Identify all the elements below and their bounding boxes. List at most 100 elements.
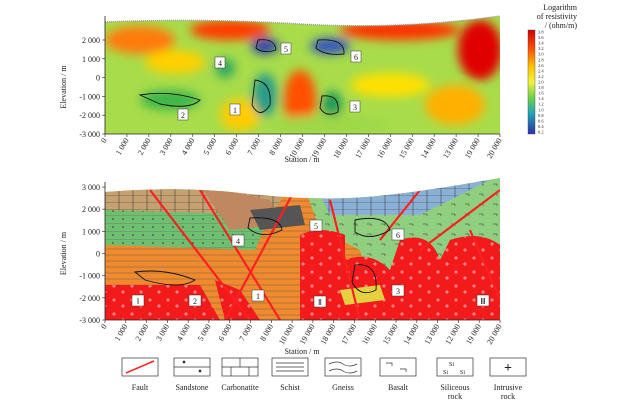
x-tick-label: 16 000 [375, 137, 394, 161]
label-box [476, 294, 490, 307]
label-box [350, 50, 362, 63]
colorbar-tick-label: 3.4 [538, 41, 544, 46]
colorbar-tick-label: 3.6 [538, 35, 544, 40]
colorbar-tick-label: 2.2 [538, 74, 544, 79]
section-label: 6 [396, 231, 400, 240]
x-tick-label: 15 000 [381, 323, 400, 347]
x-tick-label: 8 000 [258, 323, 275, 343]
x-tick-label: 6 000 [217, 323, 234, 343]
x-tick-label: 17 000 [353, 137, 372, 161]
x-tick-label: 18 000 [331, 137, 350, 161]
y-tick-label: 2 000 [82, 205, 100, 214]
x-tick-label: 17 000 [339, 323, 358, 347]
y-tick-label: -2 000 [79, 294, 100, 303]
label-box [313, 295, 327, 308]
y-axis-title: Elevation / m [59, 65, 68, 109]
colorbar-tick-label: 2.8 [538, 57, 544, 62]
section-label: 2 [193, 297, 197, 306]
label-box [214, 56, 226, 69]
label-box [280, 42, 292, 55]
y-tick-label: 0 [96, 74, 100, 83]
x-tick-label: 1 000 [113, 323, 130, 343]
legend [121, 357, 527, 377]
y-tick-label: -1 000 [79, 272, 100, 281]
colorbar-tick-label: 1.0 [538, 107, 544, 112]
legend-label: Carbonatite [221, 383, 259, 392]
x-tick-label: 19 000 [464, 323, 483, 347]
map-label: 3 [353, 103, 357, 112]
x-tick-label: 5 000 [202, 137, 219, 157]
legend-symbol: Si [449, 362, 454, 368]
y-axis-title: Elevation / m [59, 231, 68, 275]
x-tick-label: 18 000 [319, 323, 338, 347]
colorbar-title: Logarithm [543, 3, 578, 12]
y-tick-label: 1 000 [82, 55, 100, 64]
label-box [251, 289, 265, 302]
label-box [349, 100, 361, 113]
label-box [177, 108, 189, 121]
x-tick-label: 3 000 [154, 323, 171, 343]
x-tick-label: 10 000 [277, 323, 296, 347]
colorbar-tick-label: 1.8 [538, 85, 544, 90]
label-box [188, 294, 202, 307]
x-axis-title: Station / m [284, 347, 320, 356]
colorbar-tick-label: 3.0 [538, 52, 544, 57]
x-tick-label: 0 [99, 323, 109, 331]
section-label: 3 [396, 287, 400, 296]
colorbar-tick-label: 0.4 [538, 124, 544, 129]
x-tick-label: 5 000 [196, 323, 213, 343]
legend-label: Schist [280, 383, 300, 392]
label-box [309, 219, 323, 232]
colorbar-tick-label: 2.0 [538, 80, 544, 85]
map-label: 1 [233, 106, 237, 115]
colorbar-tick-label: 2.6 [538, 63, 544, 68]
section-label: 1 [256, 292, 260, 301]
colorbar-tick-label: 0.2 [538, 130, 544, 135]
colorbar-tick-label: 3.2 [538, 46, 544, 51]
legend-label: Fault [132, 383, 149, 392]
legend-label: Basalt [388, 383, 409, 392]
map-label: 6 [354, 53, 358, 62]
x-tick-label: 3 000 [158, 137, 175, 157]
colorbar [527, 29, 536, 135]
legend-label: Gneiss [332, 383, 354, 392]
colorbar-tick-label: 1.4 [538, 96, 544, 101]
legend-label: Intrusive rock [494, 383, 523, 401]
section-label: 5 [314, 222, 318, 231]
x-tick-label: 7 000 [237, 323, 254, 343]
section-label: Ⅰ [137, 297, 139, 306]
y-tick-label: 3 000 [82, 183, 100, 192]
label-box [131, 294, 145, 307]
x-tick-label: 4 000 [175, 323, 192, 343]
y-tick-label: 2 000 [82, 36, 100, 45]
x-tick-label: 15 000 [397, 137, 416, 161]
legend-symbol: + [504, 361, 512, 376]
map-label: 2 [181, 111, 185, 120]
x-tick-label: 4 000 [180, 137, 197, 157]
section-label: Ⅱ [318, 298, 322, 307]
y-tick-label: -3 000 [79, 316, 100, 325]
label-box [391, 228, 405, 241]
legend-symbol: Si [443, 370, 448, 376]
y-tick-label: -2 000 [79, 111, 100, 120]
colorbar-tick-label: 1.6 [538, 91, 544, 96]
x-tick-label: 16 000 [360, 323, 379, 347]
label-box [229, 103, 241, 116]
x-tick-label: 1 000 [114, 137, 131, 157]
x-tick-label: 8 000 [267, 137, 284, 157]
colorbar-title: / (ohm/m) [545, 21, 578, 30]
y-tick-label: 0 [96, 250, 100, 259]
colorbar-tick-label: 0.8 [538, 113, 544, 118]
x-tick-label: 0 [99, 137, 109, 145]
resistivity-map [105, 16, 500, 134]
section-label: Ⅲ [480, 297, 486, 306]
y-tick-label: 1 000 [82, 227, 100, 236]
x-tick-label: 2 000 [136, 137, 153, 157]
x-tick-label: 7 000 [246, 137, 263, 157]
x-tick-label: 19 000 [463, 137, 482, 161]
x-tick-label: 14 000 [419, 137, 438, 161]
section-label: 4 [236, 237, 240, 246]
x-tick-label: 6 000 [224, 137, 241, 157]
x-tick-label: 2 000 [134, 323, 151, 343]
